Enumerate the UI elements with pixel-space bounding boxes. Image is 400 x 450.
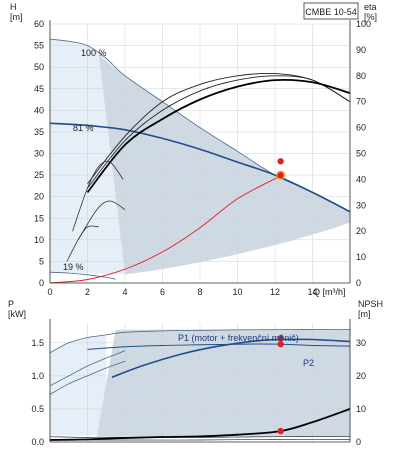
top-y-left-tick-label: 10 xyxy=(34,235,44,245)
curve-p-81a xyxy=(49,350,126,387)
bottom-P1-point xyxy=(277,335,284,342)
bottom-panel-background xyxy=(50,329,350,437)
bottom-P2-point xyxy=(277,340,284,348)
curve-p-81b xyxy=(49,360,126,395)
bottom-y-left-tick-label: 1.5 xyxy=(31,338,44,348)
top-x-tick-label: 14 xyxy=(307,287,317,297)
top-y-left-tick-label: 15 xyxy=(34,213,44,223)
top-y-left-tick-label: 20 xyxy=(34,192,44,202)
bottom-y-right-tick-label: 0 xyxy=(356,437,361,447)
series-label-p1: P1 (motor + frekvenční měnič) xyxy=(178,333,299,343)
top-y-right-tick-label: 50 xyxy=(356,149,366,159)
bottom-y-right-tick-label: 10 xyxy=(356,404,366,414)
top-y-right-tick-label: 10 xyxy=(356,252,366,262)
speed-label-19: 19 % xyxy=(63,262,84,272)
labels: 0510152025303540455055600102030405060708… xyxy=(8,2,383,447)
speed-label-100: 100 % xyxy=(81,48,107,58)
top-y-left-tick-label: 50 xyxy=(34,62,44,72)
model-label: CMBE 10-54 xyxy=(305,7,357,17)
curve-p1 xyxy=(111,338,351,378)
top-y-left-tick-label: 5 xyxy=(39,256,44,266)
curve-eta-left-100 xyxy=(72,160,124,232)
model-box xyxy=(303,2,359,20)
top-y-left-tick-label: 25 xyxy=(34,170,44,180)
curve-eta-left-81 xyxy=(77,200,126,241)
top-y-left-tick-label: 45 xyxy=(34,84,44,94)
bottom-y-left-tick-label: 0.0 xyxy=(31,437,44,447)
bottom-y-left-tick-label: 0.5 xyxy=(31,404,44,414)
speed-label-81: 81 % xyxy=(73,123,94,133)
curve-npsh xyxy=(49,408,351,441)
top-y-left-tick-label: 40 xyxy=(34,105,44,115)
top-y-right-tick-label: 80 xyxy=(356,71,366,81)
top-y-left-tick-label: 60 xyxy=(34,19,44,29)
curve-p-100 xyxy=(49,329,351,354)
top-x-tick-label: 12 xyxy=(270,287,280,297)
top-y-right-tick-label: 70 xyxy=(356,97,366,107)
bottom-y-right-tick-label: 30 xyxy=(356,338,366,348)
top-y-left-tick-label: 30 xyxy=(34,149,44,159)
top-y-right-tick-label: 60 xyxy=(356,123,366,133)
top-duty-point xyxy=(277,171,284,179)
top-x-tick-label: 2 xyxy=(85,287,90,297)
curve-p2 xyxy=(87,343,351,350)
axes xyxy=(49,20,351,443)
top-y-right-title: [%] xyxy=(364,12,377,22)
top-y-left-tick-label: 55 xyxy=(34,41,44,51)
bottom-y-right-title: NPSH xyxy=(358,299,383,309)
operating-points xyxy=(276,158,286,435)
curves xyxy=(49,38,351,441)
curve-h-81 xyxy=(49,122,351,213)
top-y-left-tick-label: 0 xyxy=(39,278,44,288)
top-y-right-tick-label: 40 xyxy=(356,174,366,184)
bottom-y-left-tick-label: 1.0 xyxy=(31,371,44,381)
top-y-right-tick-label: 0 xyxy=(356,278,361,288)
bottom-y-right-title: [m] xyxy=(358,309,371,319)
top-x-tick-label: 4 xyxy=(122,287,127,297)
duty-point-ring xyxy=(276,170,286,180)
top-x-tick-label: 8 xyxy=(197,287,202,297)
bottom-y-left-title: [kW] xyxy=(8,309,26,319)
top-x-title: Q [m³/h] xyxy=(313,287,346,297)
top-y-left-title: [m] xyxy=(10,12,23,22)
power-envelope-light xyxy=(50,334,107,436)
top-y-right-tick-label: 100 xyxy=(356,19,371,29)
envelope-area xyxy=(98,54,350,275)
top-eta-point xyxy=(277,158,284,165)
top-x-tick-label: 10 xyxy=(232,287,242,297)
series-label-p2: P2 xyxy=(303,358,314,368)
top-x-tick-label: 0 xyxy=(47,287,52,297)
top-y-left-title: H xyxy=(10,2,17,12)
curve-eta-duty xyxy=(86,78,351,193)
curve-system xyxy=(49,175,281,284)
top-y-right-tick-label: 90 xyxy=(356,45,366,55)
bottom-y-right-tick-label: 20 xyxy=(356,371,366,381)
top-y-right-title: eta xyxy=(364,2,377,12)
curve-h-19 xyxy=(49,271,116,280)
top-y-left-tick-label: 35 xyxy=(34,127,44,137)
curve-eta-81 xyxy=(87,72,351,184)
curve-eta-left-19 xyxy=(66,225,99,262)
top-x-tick-label: 6 xyxy=(160,287,165,297)
power-envelope-area xyxy=(96,329,350,437)
top-y-right-tick-label: 30 xyxy=(356,200,366,210)
bottom-y-left-title: P xyxy=(8,299,14,309)
bottom-NPSH-point xyxy=(277,427,284,435)
top-y-right-tick-label: 20 xyxy=(356,226,366,236)
